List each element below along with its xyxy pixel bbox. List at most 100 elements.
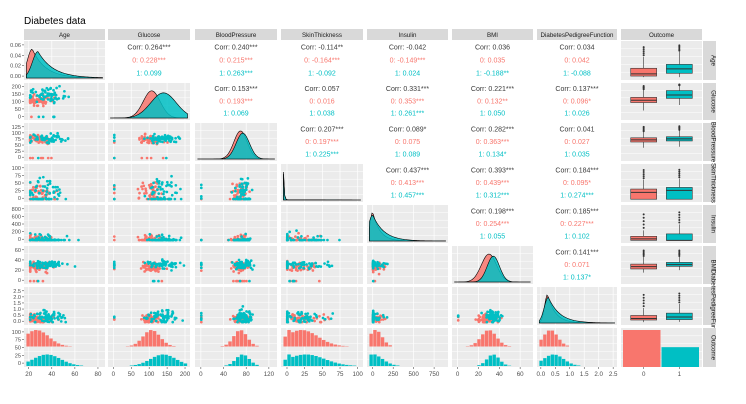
scatter-point (318, 320, 322, 324)
scatter-point (53, 97, 57, 100)
scatter-point (238, 311, 241, 315)
y-tick-label: 2.0 (13, 295, 21, 301)
scatter-point (45, 262, 49, 266)
histogram-bar (291, 332, 295, 347)
histogram-bar (72, 364, 76, 366)
scatter-point (488, 310, 492, 314)
y-tick-label: 75 (15, 173, 21, 179)
scatter-point (46, 88, 50, 92)
corr-group-0: 0: 0.254*** (476, 221, 510, 228)
histogram-bar (298, 354, 303, 366)
scatter-point (35, 104, 39, 108)
scatter-point (45, 190, 49, 193)
scatter-point (182, 264, 186, 267)
scatter-point (112, 263, 116, 267)
histogram-bar (477, 339, 481, 347)
row-strip-label: Age (710, 55, 717, 67)
scatter-point (174, 183, 178, 187)
histogram-bar (26, 333, 30, 347)
scatter-point (289, 315, 292, 319)
scatter-point (138, 136, 141, 140)
scatter-point (30, 191, 34, 195)
scatter-point (293, 261, 297, 265)
scatter-point (307, 319, 311, 323)
density-group-1 (369, 214, 446, 242)
scatter-point (199, 318, 203, 322)
outlier-point (678, 299, 681, 302)
y-tick-label: 20 (15, 268, 21, 274)
corr-overall: Corr: 0.240*** (214, 45, 257, 52)
scatter-point (63, 89, 66, 93)
y-tick-label: 0.04 (10, 53, 21, 59)
row-strip (703, 83, 716, 120)
scatter-point (52, 115, 55, 119)
scatter-point (41, 89, 45, 92)
scatter-point (47, 94, 51, 97)
histogram-bar (75, 365, 80, 366)
histogram-bar (396, 365, 400, 366)
scatter-point (147, 314, 151, 317)
density-group-1 (283, 174, 361, 201)
corr-overall: Corr: 0.137*** (555, 86, 598, 93)
histogram-bar (503, 345, 508, 347)
histogram-bar (341, 364, 345, 366)
scatter-point (28, 193, 32, 197)
correlation-panel (367, 123, 448, 161)
scatter-point (148, 238, 152, 242)
scatter-point (285, 263, 289, 267)
scatter-point (34, 185, 38, 189)
scatter-point (58, 84, 61, 88)
histogram-panel (369, 330, 400, 366)
outlier-point (642, 302, 645, 305)
scatter-point (145, 191, 148, 195)
outlier-point (678, 174, 681, 177)
corr-group-1: 1: 0.038 (309, 111, 334, 118)
scatter-panel (371, 259, 389, 283)
corr-overall: Corr: 0.036 (475, 45, 510, 52)
scatter-point (41, 115, 45, 119)
scatter-point (199, 183, 203, 187)
x-tick-label: 20 (25, 371, 32, 378)
scatter-point (31, 98, 35, 101)
scatter-point (61, 96, 65, 100)
histogram-bar (141, 362, 145, 366)
scatter-point (52, 190, 56, 193)
scatter-point (37, 260, 41, 264)
scatter-point (152, 181, 155, 185)
outlier-point (642, 171, 645, 174)
corr-group-0: 0: 0.042 (564, 57, 589, 64)
corr-group-1: 1: 0.026 (564, 111, 589, 118)
scatter-point (174, 136, 177, 140)
scatter-point (375, 312, 379, 315)
scatter-point (241, 263, 245, 267)
scatter-point (234, 238, 237, 242)
scatter-point (376, 267, 380, 271)
scatter-point (151, 134, 155, 138)
scatter-panel (456, 308, 504, 324)
scatter-point (238, 279, 242, 283)
y-tick-label: 800 (12, 207, 21, 213)
histogram-bar (41, 354, 46, 366)
y-tick-label: 2.5 (13, 289, 21, 295)
scatter-point (149, 186, 153, 190)
scatter-point (326, 260, 330, 264)
histogram-bar (302, 354, 307, 366)
scatter-point (238, 262, 242, 266)
histogram-bar (283, 359, 287, 366)
scatter-point (150, 265, 153, 269)
correlation-panel (452, 164, 533, 202)
correlation-panel (281, 83, 363, 120)
scatter-point (154, 319, 158, 323)
scatter-point (33, 314, 37, 318)
scatter-point (174, 265, 178, 269)
histogram-bar (291, 356, 295, 366)
scatter-panel (199, 177, 254, 201)
outlier-point (642, 54, 645, 57)
corr-overall: Corr: 0.057 (304, 86, 339, 93)
corr-group-0: 0: 0.228*** (132, 57, 166, 64)
scatter-point (168, 238, 172, 242)
scatter-point (248, 279, 251, 283)
column-strip-label: Outcome (649, 32, 675, 39)
outlier-point (642, 305, 645, 308)
scatter-point (297, 231, 300, 235)
